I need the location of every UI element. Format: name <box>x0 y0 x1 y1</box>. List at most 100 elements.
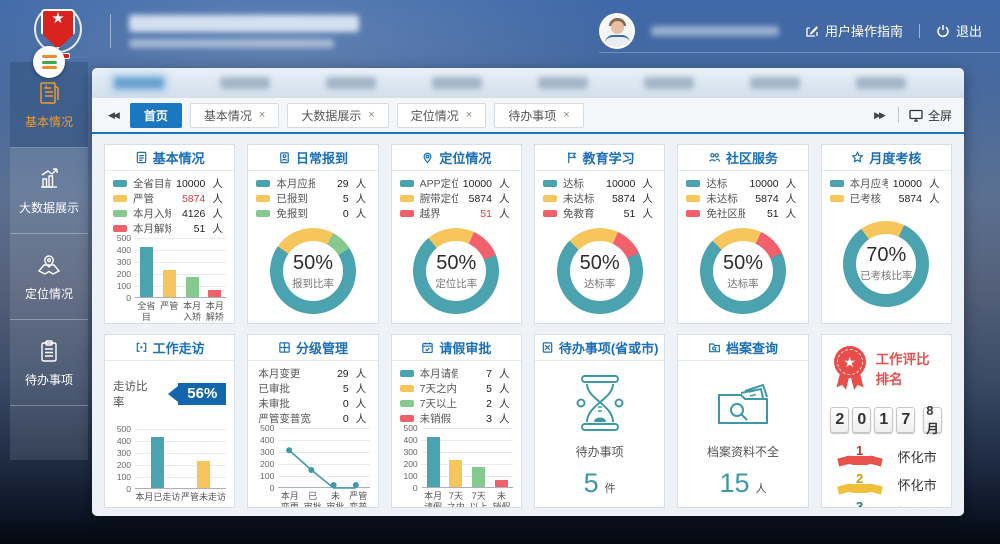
rank-city: 怀化市 <box>897 450 937 465</box>
sidebar-item-positioning[interactable]: 定位情况 <box>10 234 88 320</box>
legend-row: 本月变更 29 人 <box>258 367 367 381</box>
logout-label: 退出 <box>955 24 982 39</box>
menu-toggle-button[interactable] <box>33 46 65 78</box>
legend-swatch <box>399 180 414 187</box>
legend-swatch <box>113 210 127 217</box>
rank-ribbon-icon: 3 <box>838 499 882 507</box>
x-axis-label: 本月已走访 <box>135 491 181 502</box>
clipboard-icon <box>41 339 57 362</box>
legend-swatch <box>399 370 414 377</box>
tab-home[interactable]: 首页 <box>129 102 182 128</box>
legend-row: 免教育 51 人 <box>542 206 656 221</box>
date-month-tile: 8月 <box>923 404 943 436</box>
user-guide-link[interactable]: 用户操作指南 <box>805 21 903 40</box>
sidebar-item-label: 待办事项 <box>24 372 73 387</box>
tab-close-icon[interactable]: × <box>368 108 375 121</box>
hourglass-small-icon <box>542 342 553 353</box>
legend-row: 本月入矫 4126 人 <box>113 206 226 221</box>
tab-item[interactable]: 待办事项 × <box>494 102 584 128</box>
legend-swatch <box>256 180 271 187</box>
tab-item[interactable]: 大数据展示 × <box>287 102 389 128</box>
menu-item-masked[interactable] <box>750 77 800 89</box>
x-axis-label: 7天 之内 <box>446 491 465 508</box>
fullscreen-button[interactable]: 全屏 <box>909 107 952 124</box>
star-icon <box>851 151 864 163</box>
x-axis-label: 严管 <box>160 301 179 311</box>
top-menubar <box>92 68 964 98</box>
donut-chart: 50% 定位比率 <box>413 228 500 314</box>
legend: 本月应考核10000人已考核5874人 <box>829 176 943 206</box>
legend-swatch <box>829 195 844 202</box>
menu-item-masked[interactable] <box>644 77 694 89</box>
value-list: 本月变更 29 人已审批 5 人未审批 0 人严管变普宽 0 人 <box>256 366 369 426</box>
legend-swatch <box>542 210 557 217</box>
legend-row: 越界 51 人 <box>399 206 513 221</box>
card-monthly-assessment: 月度考核 本月应考核10000人已考核5874人 70%已考核比率 <box>820 144 952 324</box>
legend-row: 全省目前在册10000人 <box>113 176 226 191</box>
menu-item-masked[interactable] <box>538 77 588 89</box>
tab-close-icon[interactable]: × <box>465 108 473 121</box>
tab-close-icon[interactable]: × <box>563 108 570 121</box>
document-icon: A <box>40 81 59 104</box>
stat-unit: 人 <box>755 482 767 495</box>
legend-swatch <box>113 180 127 187</box>
tab-item[interactable]: 定位情况 × <box>396 102 487 128</box>
legend-row: 未达标 5874 人 <box>542 191 656 206</box>
tabs-scroll-left-icon[interactable]: ◀◀ <box>108 109 120 120</box>
legend-row: 本月应考核10000人 <box>829 176 943 191</box>
bar <box>426 436 440 487</box>
donut-percent: 70% <box>866 244 907 266</box>
tab-item[interactable]: 基本情况 × <box>189 102 280 128</box>
edit-icon <box>806 25 818 37</box>
location-icon <box>423 152 432 164</box>
menu-item-masked[interactable] <box>432 77 482 89</box>
menu-item-masked[interactable] <box>856 77 906 89</box>
legend-row: 7天之内 5 人 <box>399 381 513 396</box>
sidebar-item-big-data[interactable]: 大数据展示 <box>10 148 88 234</box>
rank-city: 怀化市 <box>898 503 937 507</box>
date-digit-tile: 1 <box>874 407 894 433</box>
x-axis-label: 本月 请假 <box>424 491 443 508</box>
bar <box>185 276 199 297</box>
sidebar-item-todo[interactable]: 待办事项 <box>10 320 88 406</box>
header-separator <box>918 23 920 38</box>
tab-close-icon[interactable]: × <box>258 108 266 121</box>
sidebar-item-basic-info[interactable]: A 基本情况 <box>10 62 88 148</box>
ranking-date: 2 0 1 7 8月 <box>830 404 943 436</box>
avatar[interactable] <box>598 12 635 49</box>
sidebar-item-label: 基本情况 <box>24 114 73 129</box>
date-digit-tile: 0 <box>852 407 872 433</box>
donut-percent: 50% <box>579 251 620 274</box>
menu-item-masked[interactable] <box>326 77 376 89</box>
folder-search-icon <box>717 383 768 424</box>
legend-swatch <box>399 400 414 407</box>
bar <box>495 480 509 487</box>
card-archive-query: 档案查询 档案资料不全 15 人 <box>677 334 809 508</box>
legend-row: 本月解矫 51 人 <box>113 221 226 236</box>
bar <box>139 246 153 297</box>
menu-item-masked[interactable] <box>114 77 164 89</box>
map-pin-icon <box>37 254 61 275</box>
menu-item-masked[interactable] <box>220 77 270 89</box>
sidebar: A 基本情况 大数据展示 定位情况 待办事项 <box>10 46 88 460</box>
legend-swatch <box>542 195 557 202</box>
tabs-scroll-right-icon[interactable]: ▶▶ <box>874 109 886 120</box>
checkin-icon <box>280 152 289 164</box>
user-guide-label: 用户操作指南 <box>824 24 903 39</box>
logout-link[interactable]: 退出 <box>936 21 982 40</box>
legend-row: 7天以上 2 人 <box>399 396 513 411</box>
grading-icon <box>279 342 290 353</box>
legend-swatch <box>399 415 414 422</box>
legend-row: 已考核 5874 人 <box>829 191 943 206</box>
visit-icon <box>136 342 146 352</box>
bar <box>472 466 486 487</box>
legend: 本月应报到29人已报到5人免报到0人 <box>256 176 369 221</box>
card-education: 教育学习 达标 10000 人未达标 5874 人免教育 51 人 50% 达标率 <box>533 144 666 324</box>
card-leave-approval: 请假审批 本月请假 7 人 7天之内 5 人 7天以上 2 人未销假 3 人 500 400 300 20… <box>390 334 522 508</box>
x-axis-label: 未审批 <box>326 491 345 508</box>
username-masked <box>650 25 779 36</box>
donut-caption: 达标率 <box>583 277 616 290</box>
bar-chart-icon <box>41 167 58 188</box>
